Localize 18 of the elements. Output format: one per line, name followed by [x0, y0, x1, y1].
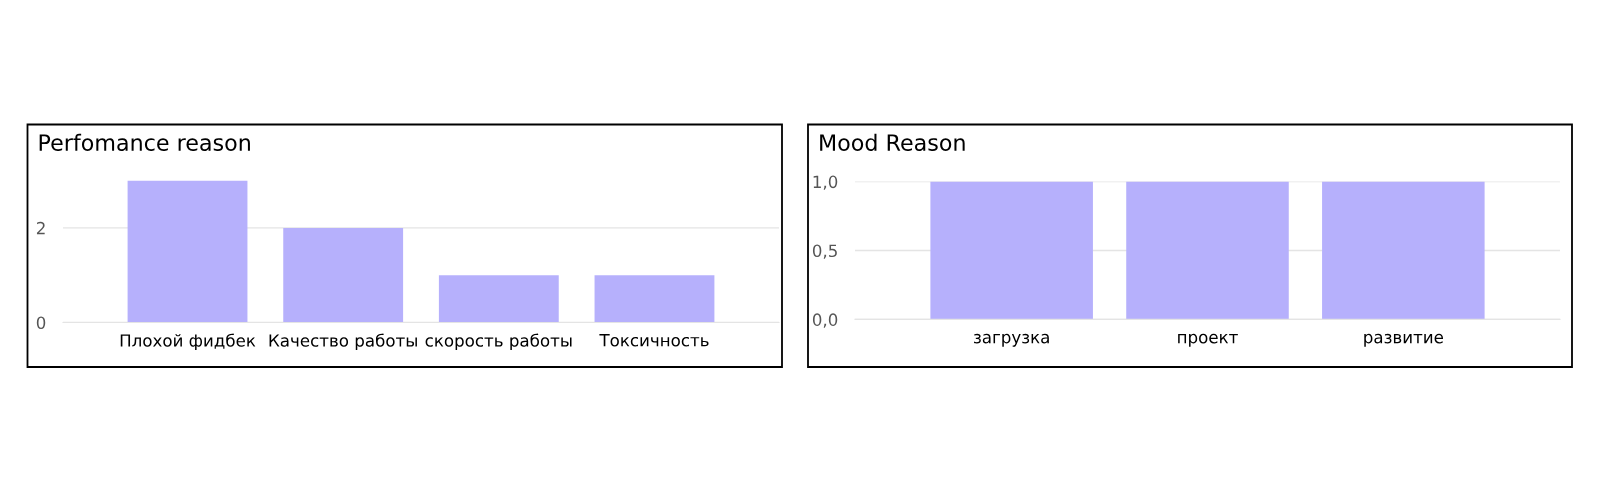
- y-tick-label: 1,0: [813, 175, 838, 190]
- bar: [438, 275, 559, 323]
- bar: [594, 275, 715, 323]
- x-tick-label: Качество работы: [269, 333, 417, 351]
- x-tick-label: Плохой фидбек: [120, 333, 256, 351]
- x-tick-label: проект: [1178, 333, 1238, 347]
- x-tick-label: загрузка: [974, 333, 1049, 347]
- bar: [283, 227, 404, 323]
- x-tick-label: Токсичность: [599, 334, 709, 347]
- y-tick-label: 0,5: [812, 244, 837, 259]
- x-tick-label: развитие: [1364, 333, 1443, 347]
- chart-title: Perfomance reason: [39, 133, 250, 151]
- bar: [127, 180, 248, 323]
- y-tick-label: 2: [36, 221, 45, 235]
- x-tick-label: скорость работы: [425, 333, 572, 351]
- chart-title: Mood Reason: [820, 133, 965, 151]
- y-tick-label: 0,0: [812, 313, 838, 328]
- y-tick-label: 0: [36, 316, 46, 330]
